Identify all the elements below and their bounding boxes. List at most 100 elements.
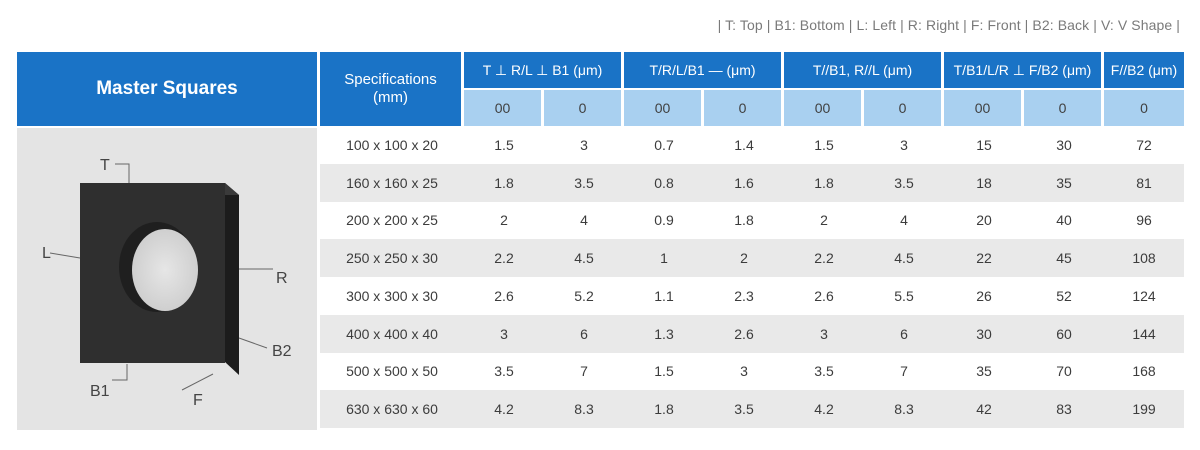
tolerance-cell: 6 xyxy=(864,314,944,353)
group-header-face-perpendicularity: T/B1/L/R ⊥ F/B2 (μm) xyxy=(944,52,1104,88)
grade-header: 0 xyxy=(1024,88,1104,126)
group-header-flatness: T/R/L/B1 — (μm) xyxy=(624,52,784,88)
grade-header: 00 xyxy=(944,88,1024,126)
tolerance-cell: 3.5 xyxy=(784,352,864,391)
tolerance-cell: 199 xyxy=(1104,390,1184,428)
tolerance-cell: 22 xyxy=(944,239,1024,277)
group-header-front-back-parallelism: F//B2 (μm) xyxy=(1104,52,1184,88)
tolerance-cell: 60 xyxy=(1024,314,1104,353)
product-title: Master Squares xyxy=(96,78,238,99)
tolerance-cell: 8.3 xyxy=(864,390,944,428)
tolerance-cell: 1.8 xyxy=(704,201,784,240)
spec-size-cell: 100 x 100 x 20 xyxy=(320,126,464,164)
spec-size-cell: 250 x 250 x 30 xyxy=(320,239,464,277)
tolerance-cell: 1.6 xyxy=(704,163,784,202)
tolerance-cell: 35 xyxy=(944,352,1024,391)
tolerance-cell: 7 xyxy=(544,352,624,391)
tolerance-cell: 3.5 xyxy=(544,163,624,202)
block-bore-hole xyxy=(132,229,198,311)
tolerance-cell: 168 xyxy=(1104,352,1184,391)
spec-header-title: Specifications xyxy=(344,71,437,88)
tolerance-cell: 1.8 xyxy=(464,163,544,202)
spec-size-cell: 300 x 300 x 30 xyxy=(320,277,464,315)
table-row: 100 x 100 x 20 1.5 3 0.7 1.4 1.5 3 15 30 72 xyxy=(320,126,1184,164)
tolerance-cell: 4 xyxy=(864,201,944,240)
label-r: R xyxy=(276,270,288,287)
tolerance-cell: 2 xyxy=(704,239,784,277)
tolerance-cell: 0.8 xyxy=(624,163,704,202)
tolerance-cell: 0.9 xyxy=(624,201,704,240)
specifications-table: Specifications (mm) T ⊥ R/L ⊥ B1 (μm) T/… xyxy=(320,52,1184,428)
label-b2: B2 xyxy=(272,343,292,360)
tolerance-cell: 5.2 xyxy=(544,277,624,315)
tolerance-cell: 3 xyxy=(864,126,944,164)
tolerance-cell: 3.5 xyxy=(464,352,544,391)
label-f: F xyxy=(193,392,203,409)
tolerance-cell: 2 xyxy=(464,201,544,240)
leader-line-t xyxy=(115,163,130,183)
grade-header: 0 xyxy=(704,88,784,126)
tolerance-cell: 18 xyxy=(944,163,1024,202)
tolerance-cell: 2.3 xyxy=(704,277,784,315)
header-row-grades: 00 0 00 0 00 0 00 0 0 xyxy=(320,88,1184,126)
tolerance-cell: 1.8 xyxy=(624,390,704,428)
spec-header-unit: (mm) xyxy=(373,89,408,106)
spec-header: Specifications (mm) xyxy=(320,52,464,126)
block-side-face xyxy=(225,183,239,375)
tolerance-cell: 3.5 xyxy=(864,163,944,202)
spec-size-cell: 200 x 200 x 25 xyxy=(320,201,464,240)
product-illustration: T L R B2 B1 F xyxy=(17,128,317,430)
spec-size-cell: 160 x 160 x 25 xyxy=(320,163,464,202)
tolerance-cell: 3 xyxy=(704,352,784,391)
tolerance-cell: 6 xyxy=(544,314,624,353)
leader-line-b1 xyxy=(112,364,128,381)
master-square-drawing: T L R B2 B1 F xyxy=(42,157,292,409)
tolerance-cell: 40 xyxy=(1024,201,1104,240)
tolerance-cell: 1.5 xyxy=(784,126,864,164)
table-row: 500 x 500 x 50 3.5 7 1.5 3 3.5 7 35 70 168 xyxy=(320,352,1184,391)
tolerance-cell: 7 xyxy=(864,352,944,391)
spec-size-cell: 630 x 630 x 60 xyxy=(320,390,464,428)
tolerance-cell: 2.6 xyxy=(464,277,544,315)
tolerance-cell: 1.4 xyxy=(704,126,784,164)
tolerance-cell: 96 xyxy=(1104,201,1184,240)
tolerance-cell: 1.5 xyxy=(464,126,544,164)
tolerance-cell: 45 xyxy=(1024,239,1104,277)
tolerance-cell: 26 xyxy=(944,277,1024,315)
tolerance-cell: 15 xyxy=(944,126,1024,164)
leader-line-l xyxy=(49,252,81,259)
table-row: 200 x 200 x 25 2 4 0.9 1.8 2 4 20 40 96 xyxy=(320,201,1184,240)
tolerance-cell: 3 xyxy=(544,126,624,164)
table-row: 400 x 400 x 40 3 6 1.3 2.6 3 6 30 60 144 xyxy=(320,314,1184,353)
tolerance-cell: 70 xyxy=(1024,352,1104,391)
tolerance-cell: 4.5 xyxy=(864,239,944,277)
tolerance-cell: 2.6 xyxy=(704,314,784,353)
spec-size-cell: 400 x 400 x 40 xyxy=(320,314,464,353)
leader-line-f xyxy=(181,373,214,391)
tolerance-cell: 20 xyxy=(944,201,1024,240)
grade-header: 0 xyxy=(1104,88,1184,126)
tolerance-cell: 3 xyxy=(464,314,544,353)
tolerance-cell: 2.2 xyxy=(784,239,864,277)
grade-header: 00 xyxy=(624,88,704,126)
tolerance-cell: 1 xyxy=(624,239,704,277)
label-b1: B1 xyxy=(90,383,110,400)
tolerance-cell: 30 xyxy=(944,314,1024,353)
header-row-groups: Specifications (mm) T ⊥ R/L ⊥ B1 (μm) T/… xyxy=(320,52,1184,126)
tolerance-cell: 8.3 xyxy=(544,390,624,428)
tolerance-cell: 108 xyxy=(1104,239,1184,277)
tolerance-cell: 4 xyxy=(544,201,624,240)
tolerance-cell: 5.5 xyxy=(864,277,944,315)
spec-size-cell: 500 x 500 x 50 xyxy=(320,352,464,391)
tolerance-cell: 144 xyxy=(1104,314,1184,353)
grade-header: 00 xyxy=(784,88,864,126)
group-header-perpendicularity: T ⊥ R/L ⊥ B1 (μm) xyxy=(464,52,624,88)
tolerance-cell: 1.5 xyxy=(624,352,704,391)
group-header-parallelism: T//B1, R//L (μm) xyxy=(784,52,944,88)
tolerance-cell: 72 xyxy=(1104,126,1184,164)
tolerance-cell: 4.5 xyxy=(544,239,624,277)
tolerance-cell: 35 xyxy=(1024,163,1104,202)
tolerance-cell: 0.7 xyxy=(624,126,704,164)
tolerance-cell: 42 xyxy=(944,390,1024,428)
grade-header: 0 xyxy=(864,88,944,126)
